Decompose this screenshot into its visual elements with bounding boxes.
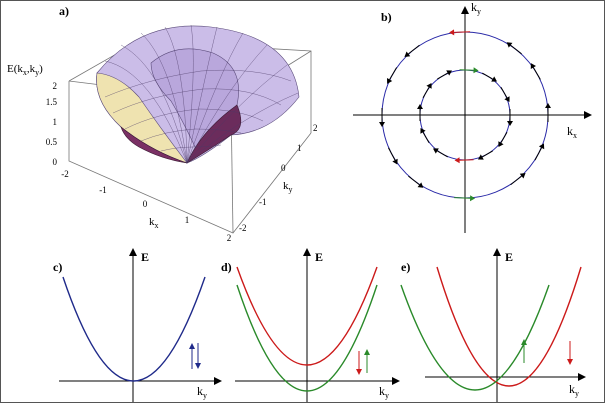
panel-e-label: e) [401,260,410,274]
spin-arrow-head [473,67,479,74]
spin-arrow-head [417,104,423,109]
panel-c-label: c) [53,260,62,274]
z-tick: 2 [53,81,58,91]
spin-arrow-head [379,122,385,127]
spin-down-band [436,266,582,387]
spin-up-band [400,284,550,391]
kx-tick: 0 [143,199,148,209]
spin-arrow-head [507,121,513,126]
spin-arrow-head [404,51,411,57]
ky-tick: -1 [259,197,267,207]
spin-arrow [422,132,430,143]
spin-arrow-head [426,82,432,89]
spin-arrows [379,29,551,202]
spin-arrow [534,147,543,161]
spin-arrow-head [545,103,551,108]
z-tick: 0.5 [46,137,58,147]
spin-arrow-head [519,173,526,179]
ky-axis-label: ky [471,1,481,16]
kx-axis: -2 -1 0 1 2 kx [61,169,231,243]
spin-arrow [454,31,471,33]
k-axis-label: ky [569,382,579,398]
ky-axis: 2 1 0 -1 -2 ky [239,123,318,233]
kx-axis-label: kx [567,124,577,140]
panel-d-label: d) [221,260,232,274]
spin-arrow [437,72,448,80]
spin-arrow [408,175,420,186]
z-tick: 1 [53,117,58,127]
spin-arrow-head [454,157,460,164]
spin-arrow-head [504,96,510,103]
spin-arrow-head [530,63,536,69]
spin-arrow-head [449,29,455,36]
panel-c: c) E ky [53,248,222,402]
e-axis-label: E [315,250,323,264]
spin-arrow [387,147,396,161]
spin-arrow [422,87,430,98]
spin-arrow [510,44,522,55]
ky-tick: 1 [297,143,302,153]
spin-arrow-head [498,141,504,148]
spin-arrow [454,197,471,199]
spin-arrow-head [420,127,426,134]
ky-tick: 2 [313,123,318,133]
k-axis-label: ky [197,384,207,400]
spin-arrow [408,44,420,55]
e-axis-label: E [505,250,513,264]
spin-arrow-head [387,78,393,84]
spin-arrow [500,132,508,143]
spin-arrow [482,72,493,80]
spin-down-icon [567,341,573,365]
ky-tick: -2 [239,223,247,233]
kx-axis-label: kx [149,216,159,230]
z-tick: 1.5 [46,97,58,107]
z-axis-label: E(k [7,63,23,75]
panel-a-label: a) [59,4,69,18]
panel-a: a) [7,4,318,243]
spin-arrow [510,175,522,186]
spin-up-icon [521,339,527,363]
spin-arrow [437,150,448,158]
spin-arrow-head [392,158,398,165]
dispersion-surface [96,24,300,164]
upper-band [236,266,378,366]
svg-text:E(kx,ky): E(kx,ky) [7,63,43,77]
ky-tick: 0 [281,163,286,173]
spin-arrow-head [491,76,498,82]
z-tick: 0 [53,157,58,167]
kx-tick: -2 [61,169,69,179]
spin-up-down-icon [189,343,201,369]
spin-arrow [389,67,398,80]
kx-tick: 2 [227,233,232,243]
z-axis: E(kx,ky) 0 0.5 1 1.5 2 [7,63,58,167]
panel-b: b) kx ky [353,1,592,233]
k-axis-label: ky [379,384,389,400]
spin-arrow [532,67,541,80]
spin-arrow-head [506,42,513,48]
lower-band [236,284,378,392]
spin-arrow-head [469,195,476,202]
spin-up-icon [364,349,370,373]
spin-arrow [482,150,493,158]
spin-arrow-head [538,143,545,150]
spin-arrow [500,87,508,98]
ky-axis-label: ky [283,180,293,194]
e-axis-label: E [141,250,149,264]
spin-arrow-head [477,154,484,160]
kx-tick: 1 [185,215,190,225]
degenerate-band [62,276,206,382]
spin-arrow-head [417,182,424,188]
panel-d: d) E ky [221,248,400,402]
panel-b-label: b) [381,10,392,24]
spin-arrow-head [432,148,439,154]
panel-e: e) E ky [400,248,586,402]
kx-tick: -1 [99,185,107,195]
spin-arrow-head [446,70,453,76]
spin-down-icon [356,351,362,375]
